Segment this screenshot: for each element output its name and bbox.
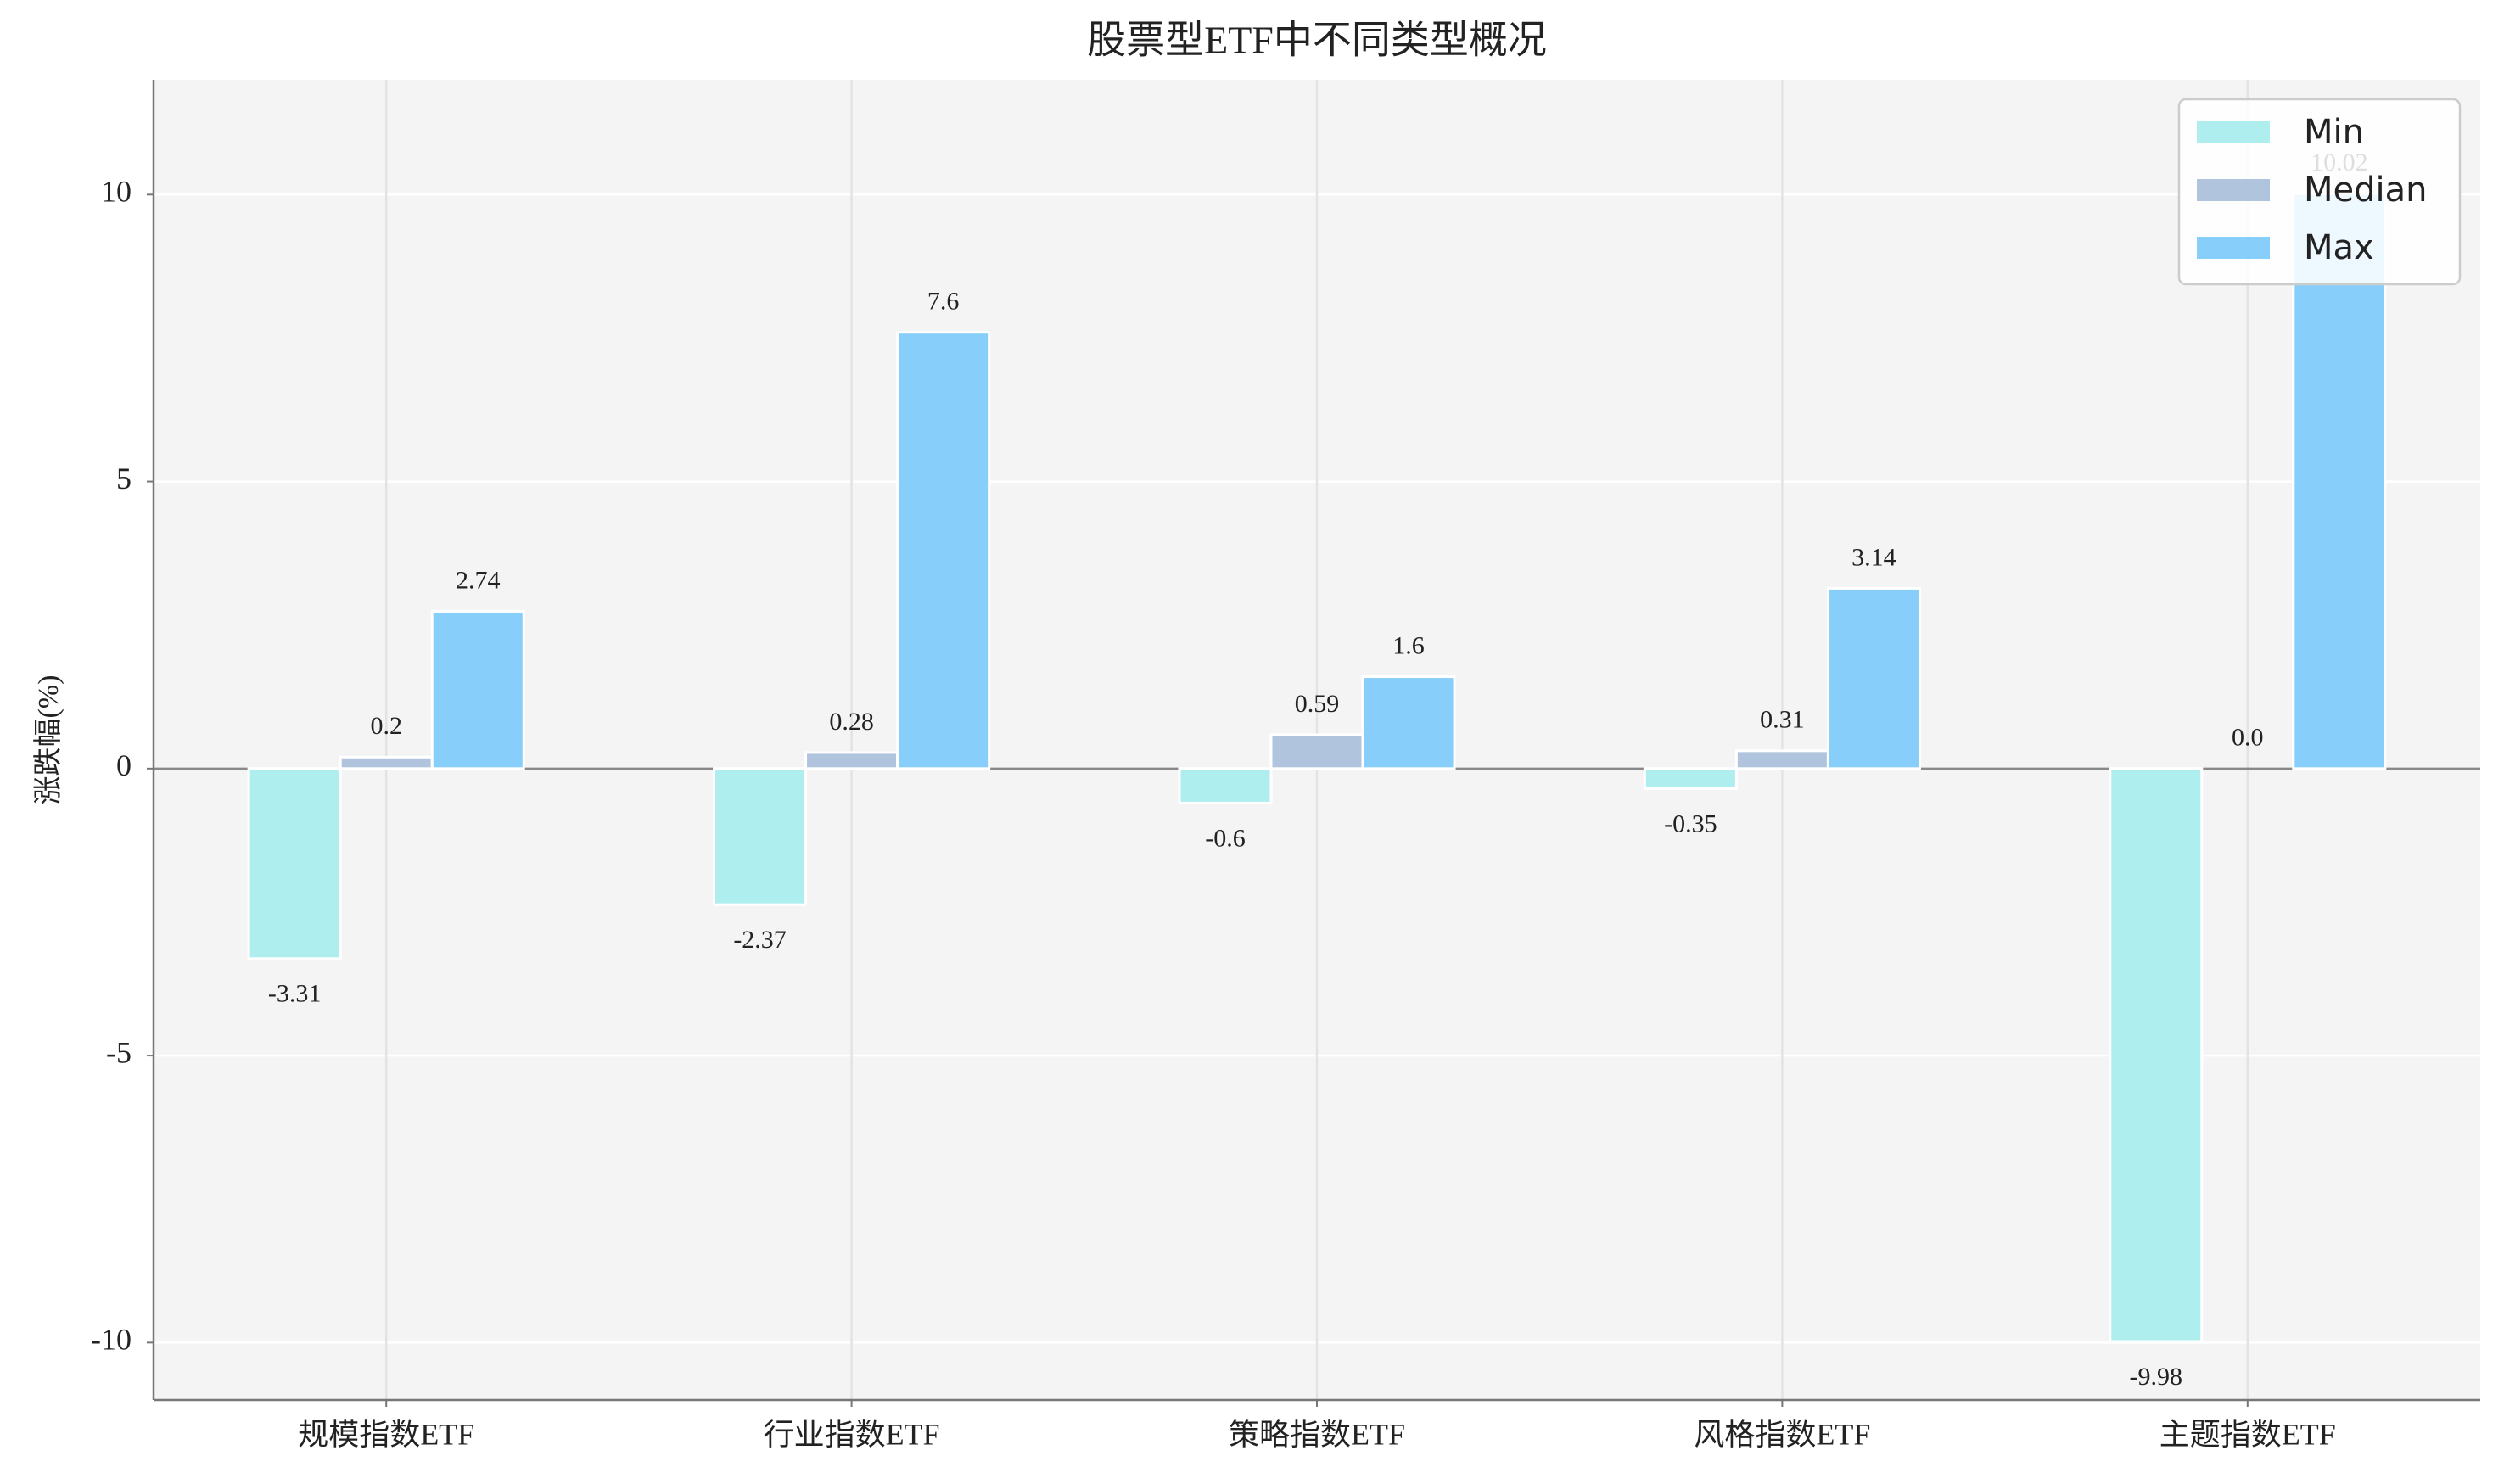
value-label: 7.6	[927, 288, 960, 316]
value-label: 0.28	[829, 708, 874, 736]
bar	[2292, 192, 2387, 770]
x-tick-label: 风格指数ETF	[1694, 1417, 1870, 1451]
chart-title: 股票型ETF中不同类型概况	[1087, 19, 1547, 62]
value-label: 0.2	[370, 712, 402, 740]
value-label: -3.31	[268, 980, 322, 1008]
legend-label: Max	[2304, 228, 2374, 267]
legend-label: Min	[2304, 113, 2364, 152]
value-label: 1.6	[1392, 631, 1425, 659]
bar	[804, 751, 899, 770]
legend: Min Median Max	[2177, 98, 2462, 286]
value-label: -0.35	[1664, 809, 1717, 837]
value-label: 2.74	[456, 566, 501, 594]
bar	[1361, 675, 1456, 770]
bar	[1826, 586, 1921, 770]
bar	[896, 331, 991, 770]
value-label: 0.0	[2232, 724, 2264, 752]
y-tick-label: 10	[101, 175, 132, 209]
value-label: 0.31	[1760, 706, 1805, 734]
bar	[247, 767, 342, 960]
bar	[1734, 749, 1829, 770]
x-tick-label: 主题指数ETF	[2159, 1417, 2336, 1451]
legend-swatch	[2197, 179, 2270, 201]
value-label: 3.14	[1851, 543, 1896, 571]
bar	[1269, 733, 1364, 770]
value-label: -2.37	[733, 926, 787, 954]
bar	[2109, 767, 2204, 1343]
x-tick-label: 规模指数ETF	[298, 1417, 474, 1451]
legend-swatch	[2197, 237, 2270, 259]
bar	[430, 609, 525, 770]
value-label: -0.6	[1205, 824, 1246, 852]
bar	[339, 755, 434, 770]
legend-swatch	[2197, 121, 2270, 143]
bar	[1178, 767, 1273, 804]
bar	[713, 767, 808, 906]
bar	[1643, 767, 1738, 791]
grid	[147, 80, 2480, 1400]
value-label: 0.59	[1295, 690, 1340, 718]
legend-label: Median	[2304, 171, 2428, 210]
value-label: -9.98	[2130, 1363, 2183, 1391]
y-tick-label: 0	[116, 748, 132, 782]
y-axis-label: 涨跌幅(%)	[32, 675, 64, 805]
y-tick-label: 5	[116, 462, 132, 496]
y-tick-label: -5	[106, 1035, 132, 1069]
x-tick-label: 行业指数ETF	[764, 1417, 940, 1451]
y-tick-label: -10	[91, 1323, 132, 1357]
x-tick-label: 策略指数ETF	[1229, 1417, 1405, 1451]
